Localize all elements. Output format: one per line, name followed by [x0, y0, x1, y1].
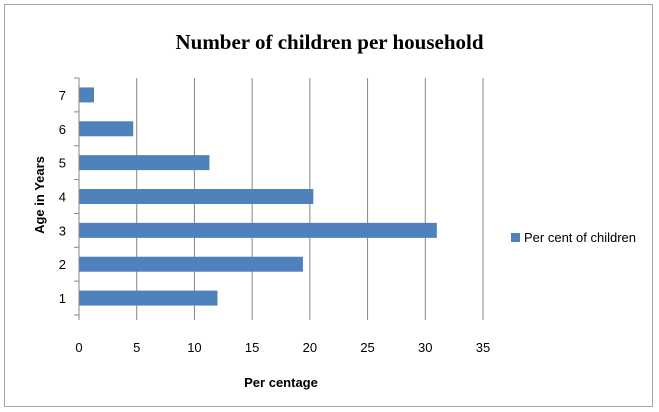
y-tick-label: 3 — [59, 223, 66, 238]
chart-frame — [4, 4, 653, 407]
bar-series — [79, 87, 437, 306]
bar-3 — [79, 222, 437, 238]
y-tick-label: 4 — [59, 190, 66, 205]
y-tick-label: 5 — [59, 156, 66, 171]
legend-swatch — [511, 232, 520, 242]
bar-5 — [79, 155, 210, 171]
bar-1 — [79, 290, 218, 306]
y-axis-title: Age in Years — [32, 156, 47, 234]
x-tick-label: 25 — [360, 340, 374, 355]
y-tick-labels: 1 2 3 4 5 6 7 — [59, 88, 66, 306]
bar-2 — [79, 256, 303, 272]
x-tick-label: 35 — [476, 340, 490, 355]
y-tick-label: 6 — [59, 122, 66, 137]
axes — [74, 77, 484, 320]
x-tick-labels: 0 5 10 15 20 25 30 35 — [75, 340, 490, 355]
chart-title: Number of children per household — [175, 30, 484, 54]
x-tick-label: 20 — [303, 340, 317, 355]
y-tick-label: 2 — [59, 257, 66, 272]
legend-label: Per cent of children — [524, 229, 637, 245]
y-tick-label: 7 — [59, 88, 66, 103]
bar-7 — [79, 87, 95, 103]
x-tick-label: 15 — [245, 340, 259, 355]
bar-6 — [79, 121, 134, 137]
x-tick-label: 30 — [418, 340, 432, 355]
x-tick-label: 0 — [75, 340, 82, 355]
x-tick-label: 5 — [133, 340, 140, 355]
legend: Per cent of children — [511, 228, 636, 246]
x-tick-label: 10 — [187, 340, 201, 355]
bar-4 — [79, 189, 314, 204]
y-tick-label: 1 — [59, 291, 66, 306]
x-axis-title: Per centage — [244, 375, 318, 390]
